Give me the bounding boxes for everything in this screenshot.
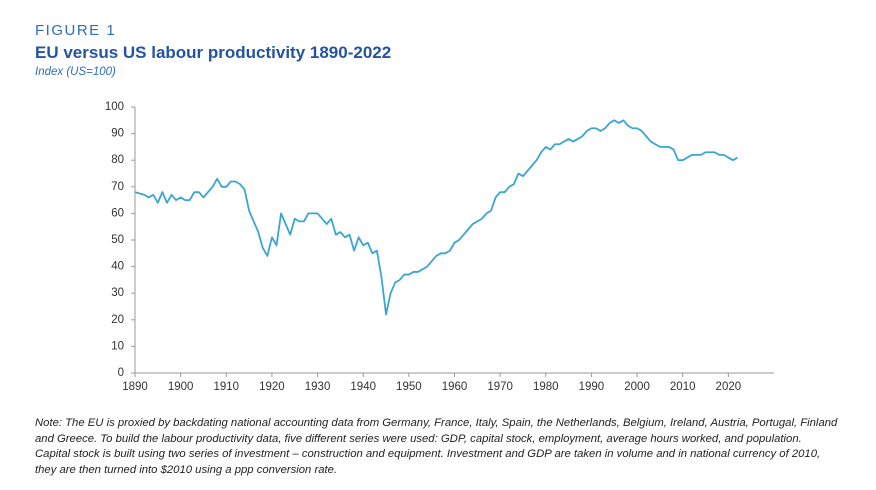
x-tick-label: 2000 <box>624 381 650 393</box>
x-tick-label: 1980 <box>533 381 559 393</box>
note-line: they are then turned into $2010 using a … <box>35 463 338 476</box>
y-tick-label: 20 <box>111 314 124 326</box>
y-tick-label: 10 <box>111 340 124 352</box>
note-line: Note: The EU is proxied by backdating na… <box>35 417 838 429</box>
y-tick-label: 80 <box>111 154 124 166</box>
x-tick-label: 2010 <box>670 381 696 393</box>
y-tick-label: 100 <box>105 101 124 113</box>
note-line: and Greece. To build the labour producti… <box>35 432 802 445</box>
y-tick-label: 30 <box>111 287 124 299</box>
x-tick-label: 1930 <box>305 381 331 393</box>
chart: 0 10 20 30 40 50 60 70 80 90 100 1890 1900 1910 1920 19… <box>105 101 774 393</box>
y-tick-label: 70 <box>111 181 124 193</box>
line <box>134 119 738 316</box>
x-tick-label: 1920 <box>259 381 285 393</box>
y-tick-label: 0 <box>118 367 124 379</box>
x-tick-label: 1940 <box>350 381 376 393</box>
figure-label: FIGURE 1 <box>35 22 117 39</box>
x-tick-label: 1910 <box>213 381 239 393</box>
y-tick-label: 50 <box>111 234 124 246</box>
y-tick-label: 40 <box>111 261 124 273</box>
x-tick-label: 1950 <box>396 381 422 393</box>
x-tick-label: 1900 <box>168 381 194 393</box>
x-tick-label: 2020 <box>716 381 742 393</box>
note: Note: The EU is proxied by backdating na… <box>35 416 837 478</box>
chart-title: EU versus US labour productivity 1890-20… <box>35 43 392 62</box>
chart-subtitle: Index (US=100) <box>35 66 116 78</box>
x-tick-label: 1890 <box>122 381 148 393</box>
x-tick-label: 1960 <box>442 381 468 393</box>
note-line: Capital stock is built using two series … <box>35 448 821 460</box>
x-tick-label: 1970 <box>487 381 513 393</box>
x-tick-label: 1990 <box>579 381 605 393</box>
y-tick-label: 60 <box>111 207 124 219</box>
y-tick-label: 90 <box>111 128 124 140</box>
